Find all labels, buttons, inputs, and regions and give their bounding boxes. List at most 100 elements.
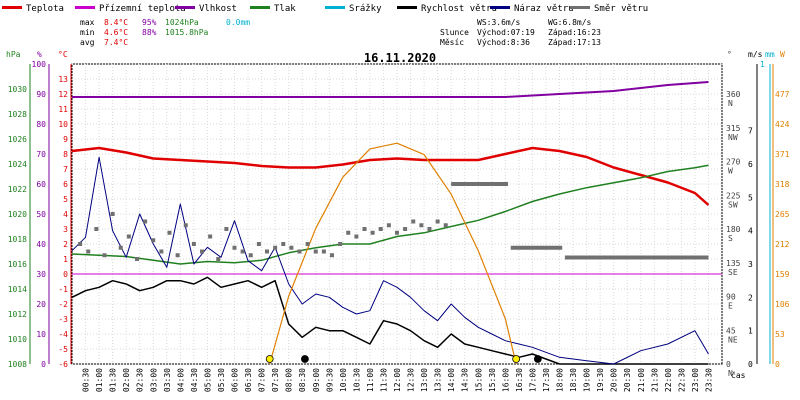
direction-tick-label: 180 bbox=[726, 225, 741, 234]
x-tick-label: 19:00 bbox=[583, 368, 592, 392]
stats-max-humidity: 95% bbox=[142, 18, 157, 27]
series-n-raz-v-tru-line bbox=[71, 156, 709, 365]
temperature-tick-label: 8 bbox=[63, 150, 68, 159]
x-tick-label: 08:00 bbox=[285, 368, 294, 392]
pressure-tick-label: 1008 bbox=[8, 360, 27, 369]
x-tick-label: 03:30 bbox=[163, 368, 172, 392]
legend-label: Srážky bbox=[349, 4, 382, 14]
humidity-tick-label: 30 bbox=[36, 270, 46, 279]
humidity-tick-label: 50 bbox=[36, 210, 46, 219]
wind-direction-point bbox=[435, 219, 440, 224]
legend-label: Náraz větru bbox=[514, 4, 574, 14]
x-tick-label: 14:30 bbox=[461, 368, 470, 392]
axis-ticks: 1008101010121014101610181020102210241026… bbox=[8, 60, 790, 378]
solar-tick-label: 212 bbox=[775, 240, 790, 249]
humidity-tick-label: 80 bbox=[36, 120, 46, 129]
solar-tick-label: 159 bbox=[775, 270, 790, 279]
wind-direction-point bbox=[338, 242, 343, 246]
wind-direction-point bbox=[313, 249, 318, 254]
wind-direction-point bbox=[78, 242, 83, 246]
stats-max-pressure: 1024hPa bbox=[165, 18, 199, 27]
wind-direction-point bbox=[403, 227, 408, 231]
x-tick-label: 19:30 bbox=[596, 368, 605, 392]
x-tick-label: 23:00 bbox=[691, 368, 700, 392]
temperature-tick-label: 13 bbox=[58, 75, 68, 84]
x-tick-label: 06:00 bbox=[231, 368, 240, 392]
grid bbox=[71, 63, 723, 365]
x-tick-label: 01:00 bbox=[95, 368, 104, 392]
temperature-axis-label: °C bbox=[58, 50, 68, 59]
wind-direction-point bbox=[216, 257, 221, 261]
direction-axis-label: ° bbox=[727, 50, 732, 59]
direction-compass-label: SE bbox=[728, 268, 738, 277]
sunset-marker bbox=[512, 355, 521, 363]
wind-direction-point bbox=[281, 242, 286, 246]
wind-direction-point bbox=[330, 253, 334, 258]
pressure-axis-label: hPa bbox=[6, 50, 21, 59]
legend-swatch bbox=[75, 6, 95, 9]
wind-direction-point bbox=[86, 249, 91, 254]
legend-swatch bbox=[325, 6, 345, 9]
sunrise-marker bbox=[265, 355, 274, 363]
direction-tick-label: 315 bbox=[726, 124, 741, 133]
x-tick-label: 01:30 bbox=[109, 368, 118, 392]
marker-layer bbox=[265, 355, 542, 363]
direction-compass-label: SW bbox=[728, 200, 738, 209]
wind-direction-point bbox=[443, 223, 448, 228]
temperature-tick-label: 10 bbox=[58, 120, 68, 129]
temperature-tick-label: -3 bbox=[58, 315, 68, 324]
wind-direction-point bbox=[143, 219, 148, 224]
humidity-tick-label: 100 bbox=[32, 60, 47, 69]
direction-compass-label: W bbox=[728, 167, 733, 176]
x-tick-label: 21:00 bbox=[637, 368, 646, 392]
legend-label: Tlak bbox=[274, 4, 296, 14]
solar-tick-label: 424 bbox=[775, 120, 790, 129]
direction-tick-label: 135 bbox=[726, 259, 741, 268]
wind-direction-point bbox=[159, 249, 164, 254]
temperature-tick-label: -6 bbox=[58, 360, 68, 369]
wind-direction-point bbox=[94, 227, 99, 231]
wind-tick-label: 4 bbox=[748, 227, 753, 236]
solar-axis-label: W bbox=[780, 50, 785, 59]
direction-tick-label: 360 bbox=[726, 90, 741, 99]
temperature-tick-label: 4 bbox=[63, 210, 68, 219]
pressure-tick-label: 1022 bbox=[8, 185, 27, 194]
x-tick-label: 15:00 bbox=[474, 368, 483, 392]
rain-axis-label: mm bbox=[765, 50, 775, 59]
pressure-tick-label: 1026 bbox=[8, 135, 27, 144]
x-tick-label: 15:30 bbox=[488, 368, 497, 392]
x-tick-label: 07:30 bbox=[271, 368, 280, 392]
solar-tick-label: 318 bbox=[775, 180, 790, 189]
legend-item-teplota: Teplota bbox=[2, 4, 64, 14]
stats-wind-speed: WS:3.6m/s bbox=[477, 18, 521, 27]
x-tick-label: 17:30 bbox=[542, 368, 551, 392]
stats-max-temp: 8.4°C bbox=[104, 18, 128, 27]
humidity-tick-label: 70 bbox=[36, 150, 46, 159]
humidity-axis-label: % bbox=[37, 50, 42, 59]
wind-direction-point bbox=[370, 230, 375, 235]
solar-tick-label: 0 bbox=[775, 360, 780, 369]
x-tick-label: 13:00 bbox=[420, 368, 429, 392]
x-tick-label: 02:30 bbox=[136, 368, 145, 392]
solar-tick-label: 53 bbox=[775, 330, 785, 339]
series-solar-line bbox=[269, 142, 517, 365]
series-vlhkost-line bbox=[72, 81, 709, 98]
wind-direction-point bbox=[224, 227, 229, 231]
wind-direction-point bbox=[191, 242, 196, 246]
legend-item-srazky: Srážky bbox=[325, 4, 382, 14]
pressure-tick-label: 1012 bbox=[8, 310, 27, 319]
chart-title: 16.11.2020 bbox=[364, 51, 436, 65]
stats-min-humidity: 88% bbox=[142, 28, 157, 37]
wind-direction-point bbox=[135, 257, 139, 261]
legend-swatch bbox=[175, 6, 195, 9]
humidity-tick-label: 10 bbox=[36, 330, 46, 339]
stats-max-rain: 0.0mm bbox=[226, 18, 250, 27]
x-tick-label: 12:00 bbox=[393, 368, 402, 392]
wind-tick-label: 0 bbox=[748, 360, 753, 369]
temperature-tick-label: 9 bbox=[63, 135, 68, 144]
wind-direction-point bbox=[265, 249, 269, 254]
x-tick-label: 09:30 bbox=[325, 368, 334, 392]
humidity-tick-label: 20 bbox=[36, 300, 46, 309]
wind-direction-point bbox=[362, 227, 367, 231]
x-tick-label: 10:30 bbox=[352, 368, 361, 392]
